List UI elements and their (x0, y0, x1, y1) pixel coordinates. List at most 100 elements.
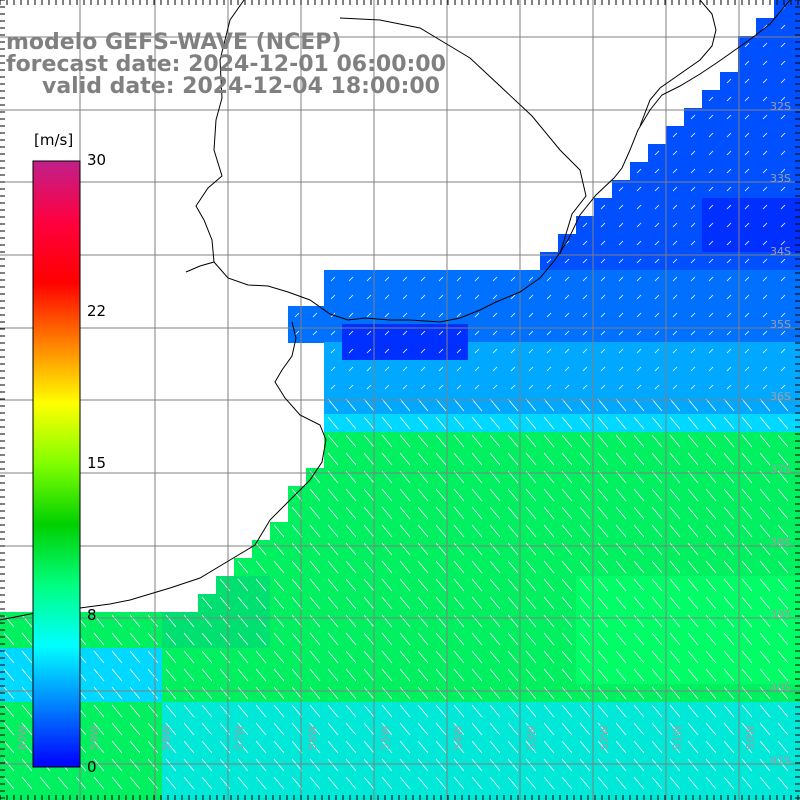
wind-vector (165, 614, 177, 628)
wind-cell (738, 360, 757, 379)
wind-cell (792, 90, 800, 109)
wind-vector (780, 312, 786, 318)
wind-vector (420, 276, 426, 282)
wind-vector (687, 668, 699, 682)
wind-vector (399, 398, 411, 412)
wind-vector (381, 398, 393, 412)
wind-vector (690, 132, 696, 138)
wind-vector (744, 186, 750, 192)
wind-vector (165, 632, 177, 646)
wind-vector (741, 704, 753, 718)
wind-vector (3, 722, 15, 736)
wind-cell (450, 792, 469, 800)
wind-vector (669, 524, 681, 538)
wind-vector (507, 614, 519, 628)
wind-vector (489, 632, 501, 646)
wind-vector (669, 686, 681, 700)
wind-cell (594, 324, 613, 343)
wind-vector (417, 632, 429, 646)
wind-vector (777, 524, 789, 538)
wind-vector (366, 348, 372, 354)
wind-vector (723, 596, 735, 610)
wind-vector (21, 776, 33, 790)
wind-vector (291, 578, 303, 592)
wind-vector (543, 632, 555, 646)
wind-vector (507, 452, 519, 466)
wind-vector (111, 740, 123, 754)
wind-vector (759, 650, 771, 664)
wind-cell (792, 360, 800, 379)
wind-vector (417, 776, 429, 790)
wind-cell (504, 270, 523, 289)
wind-cell (792, 540, 800, 559)
wind-vector (291, 650, 303, 664)
wind-vector (255, 686, 267, 700)
wind-vector (615, 740, 627, 754)
wind-vector (417, 650, 429, 664)
wind-vector (528, 348, 534, 354)
wind-vector (456, 294, 462, 300)
wind-vector (453, 668, 465, 682)
wind-cell (792, 162, 800, 181)
wind-vector (723, 542, 735, 556)
wind-vector (435, 398, 447, 412)
wind-vector (489, 758, 501, 772)
wind-vector (741, 740, 753, 754)
wind-vector (672, 330, 678, 336)
wind-cell (324, 792, 343, 800)
wind-cell (774, 36, 793, 55)
wind-vector (201, 596, 213, 610)
wind-vector (726, 186, 732, 192)
wind-vector (543, 542, 555, 556)
wind-vector (780, 168, 786, 174)
wind-vector (381, 452, 393, 466)
wind-vector (435, 506, 447, 520)
wind-vector (489, 398, 501, 412)
wind-vector (777, 632, 789, 646)
wind-vector (93, 686, 105, 700)
wind-vector (363, 776, 375, 790)
wind-vector (741, 524, 753, 538)
wind-vector (543, 722, 555, 736)
wind-vector (399, 686, 411, 700)
wind-vector (741, 578, 753, 592)
wind-vector (291, 686, 303, 700)
wind-vector (291, 722, 303, 736)
wind-vector (777, 398, 789, 412)
wind-vector (654, 186, 660, 192)
wind-vector (507, 758, 519, 772)
wind-vector (312, 312, 318, 318)
wind-vector (600, 258, 606, 264)
wind-vector (690, 240, 696, 246)
wind-vector (651, 560, 663, 574)
wind-vector (438, 312, 444, 318)
wind-vector (579, 758, 591, 772)
wind-vector (651, 434, 663, 448)
wind-vector (363, 416, 375, 430)
wind-cell (558, 270, 577, 289)
wind-vector (399, 740, 411, 754)
wind-vector (723, 668, 735, 682)
wind-vector (438, 276, 444, 282)
wind-cell (486, 324, 505, 343)
wind-vector (165, 722, 177, 736)
coastline-uruguay-brazil (185, 0, 791, 323)
wind-vector (111, 686, 123, 700)
wind-vector (129, 722, 141, 736)
wind-vector (741, 632, 753, 646)
wind-vector (489, 452, 501, 466)
wind-vector (780, 96, 786, 102)
wind-vector (21, 740, 33, 754)
wind-vector (417, 398, 429, 412)
wind-vector (759, 758, 771, 772)
wind-vector (780, 222, 786, 228)
wind-vector (309, 758, 321, 772)
wind-vector (129, 758, 141, 772)
wind-vector (672, 366, 678, 372)
wind-vector (579, 740, 591, 754)
wind-vector (435, 488, 447, 502)
wind-vector (561, 398, 573, 412)
wind-cell (792, 324, 800, 343)
wind-vector (381, 722, 393, 736)
